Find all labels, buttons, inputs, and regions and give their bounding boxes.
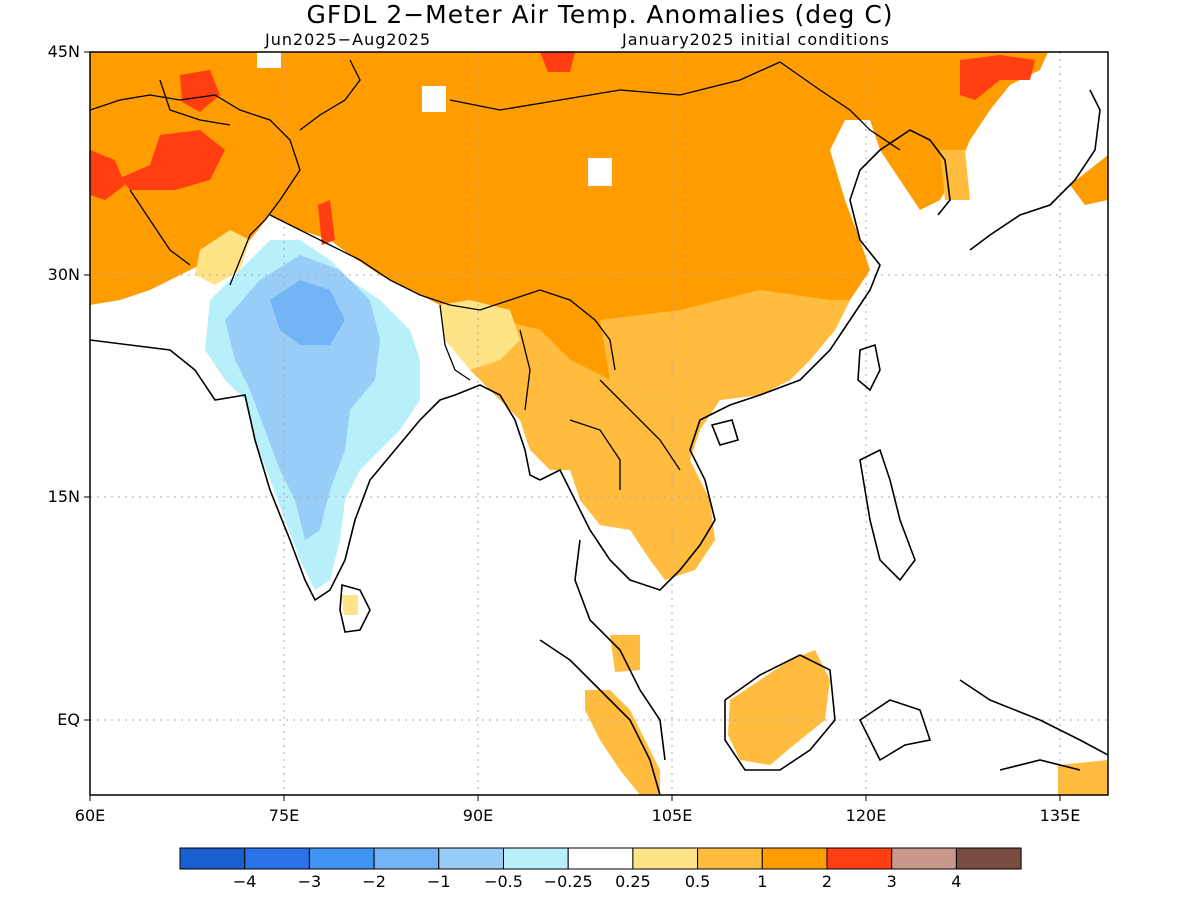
- lon-label-90e: 90E: [462, 806, 494, 825]
- anomaly-region-borneo: [728, 650, 830, 765]
- anomaly-region-korea: [940, 150, 970, 200]
- anomaly-region-sumatra: [585, 690, 660, 795]
- map-subtitle-initial-conditions: January2025 initial conditions: [622, 30, 890, 49]
- map-subtitle-period: Jun2025−Aug2025: [265, 30, 432, 49]
- colorbar-tick-label: 0.5: [684, 872, 711, 891]
- axis-ticks: [84, 51, 1061, 801]
- country-borders: [90, 59, 901, 490]
- map-title: GFDL 2−Meter Air Temp. Anomalies (deg C): [306, 0, 894, 29]
- lat-label-eq: EQ: [57, 710, 80, 729]
- anomaly-region-hot-manchuria: [960, 55, 1035, 100]
- anomaly-region-japan-warm: [1070, 155, 1108, 205]
- lon-label-135e: 135E: [1039, 806, 1081, 825]
- lon-label-105e: 105E: [651, 806, 693, 825]
- anomaly-region-hot-tibet-edge: [318, 200, 335, 245]
- coastlines: [90, 89, 1108, 795]
- colorbar-tick-label: 2: [821, 872, 833, 891]
- anomaly-region-hot-westasia: [90, 150, 125, 200]
- colorbar-tick-label: −0.5: [484, 872, 523, 891]
- lon-label-60e: 60E: [74, 806, 106, 825]
- lat-label-30n: 30N: [47, 265, 80, 284]
- anomaly-region-malay: [610, 635, 640, 672]
- anomaly-region-china-south: [600, 290, 850, 405]
- colorbar-tick-label: 4: [951, 872, 962, 891]
- lon-label-75e: 75E: [268, 806, 300, 825]
- anomaly-fill-layer: [90, 52, 1108, 795]
- colorbar-tick-label: −1: [427, 872, 451, 891]
- anomaly-gap-1: [422, 86, 446, 112]
- anomaly-region-newguinea: [1058, 760, 1108, 795]
- anomaly-region-srilanka: [342, 595, 358, 615]
- map-frame: [89, 51, 1109, 796]
- lon-label-120e: 120E: [845, 806, 887, 825]
- anomaly-region-west-india: [195, 230, 250, 285]
- anomaly-region-hot-mongolia: [540, 52, 575, 72]
- colorbar-tick-label: −4: [232, 872, 257, 891]
- colorbar-tick-label: 3: [886, 872, 897, 891]
- anomaly-region-southeast-asia: [440, 300, 720, 580]
- anomaly-gap-2: [588, 158, 612, 186]
- lat-label-15n: 15N: [47, 487, 80, 506]
- anomaly-region-india-coolest: [270, 280, 345, 345]
- anomaly-region-bangladesh: [440, 300, 520, 370]
- colorbar-tick-label: −3: [297, 872, 322, 891]
- lat-label-45n: 45N: [47, 42, 80, 61]
- anomaly-gap-3: [257, 52, 281, 68]
- graticule: [90, 52, 1108, 795]
- anomaly-region-hot-centralasia: [120, 130, 225, 190]
- colorbar-tick-label: −2: [362, 872, 386, 891]
- colorbar-tick-label: −0.25: [543, 872, 593, 891]
- anomaly-region-hot-kazakh: [180, 70, 220, 112]
- colorbar-tick-label: 0.25: [615, 872, 651, 891]
- colorbar-tick-label: 1: [757, 872, 768, 891]
